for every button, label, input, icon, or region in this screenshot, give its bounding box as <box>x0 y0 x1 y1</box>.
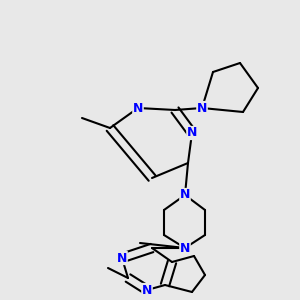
Text: N: N <box>180 242 190 254</box>
Text: N: N <box>133 101 143 115</box>
Text: N: N <box>142 284 152 296</box>
Text: N: N <box>197 101 207 115</box>
Text: N: N <box>117 251 127 265</box>
Text: N: N <box>187 127 197 140</box>
Text: N: N <box>180 188 190 202</box>
